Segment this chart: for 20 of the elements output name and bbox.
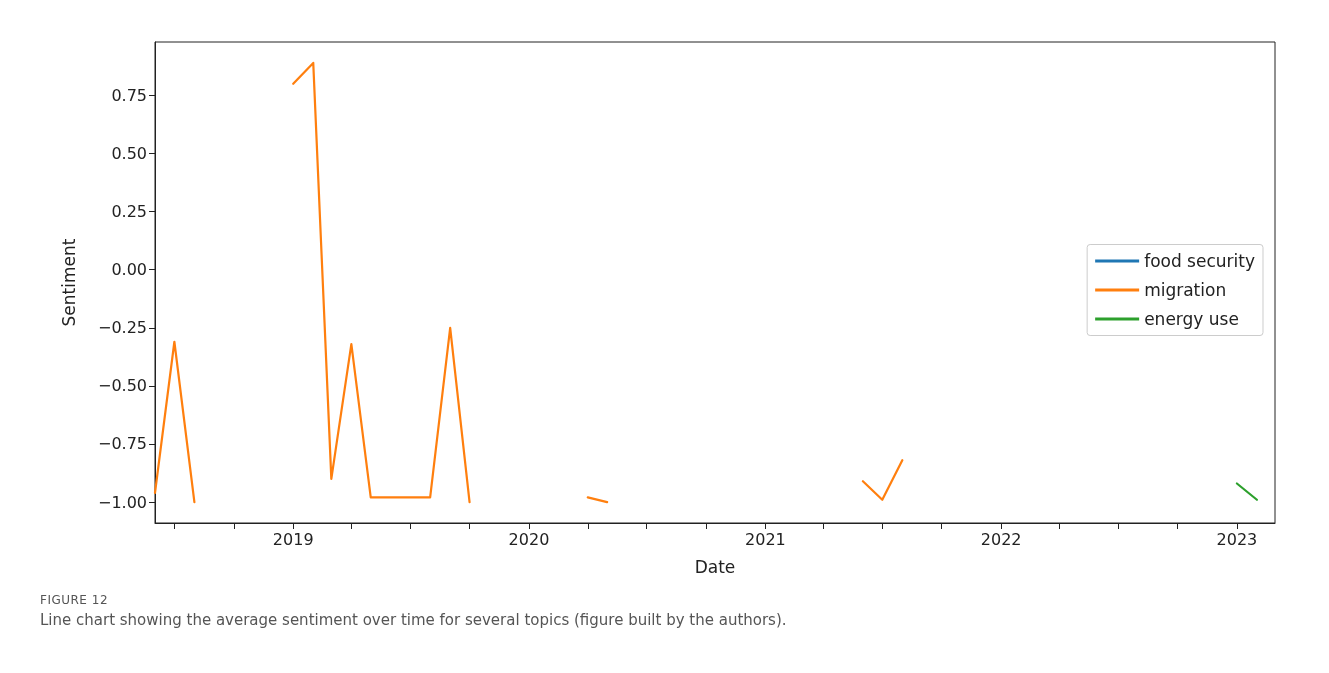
x-tick-label: 2020 — [508, 529, 550, 549]
legend-label: migration — [1144, 280, 1227, 300]
y-tick-label: 0.50 — [111, 144, 147, 164]
y-tick-label: −0.25 — [97, 318, 147, 338]
x-tick-label: 2022 — [980, 529, 1022, 549]
legend-label: energy use — [1144, 309, 1239, 329]
text: Line chart showing the average sentiment over time for several topics (figure built by the authors). — [40, 610, 787, 630]
x-axis-title: Date — [694, 556, 736, 577]
y-tick-label: −0.50 — [97, 376, 147, 396]
y-tick-label: −1.00 — [97, 492, 147, 512]
legend-label: food security — [1144, 251, 1255, 271]
caption: FIGURE 12 — [40, 592, 110, 609]
y-tick-label: 0.00 — [111, 260, 147, 280]
x-tick-label: 2023 — [1216, 529, 1258, 549]
x-tick-label: 2021 — [745, 529, 786, 549]
x-tick-label: 2019 — [272, 529, 314, 549]
y-axis-title: Sentiment — [58, 238, 79, 327]
y-tick-label: 0.75 — [111, 85, 147, 105]
y-tick-label: −0.75 — [97, 434, 147, 454]
y-tick-label: 0.25 — [111, 202, 147, 222]
